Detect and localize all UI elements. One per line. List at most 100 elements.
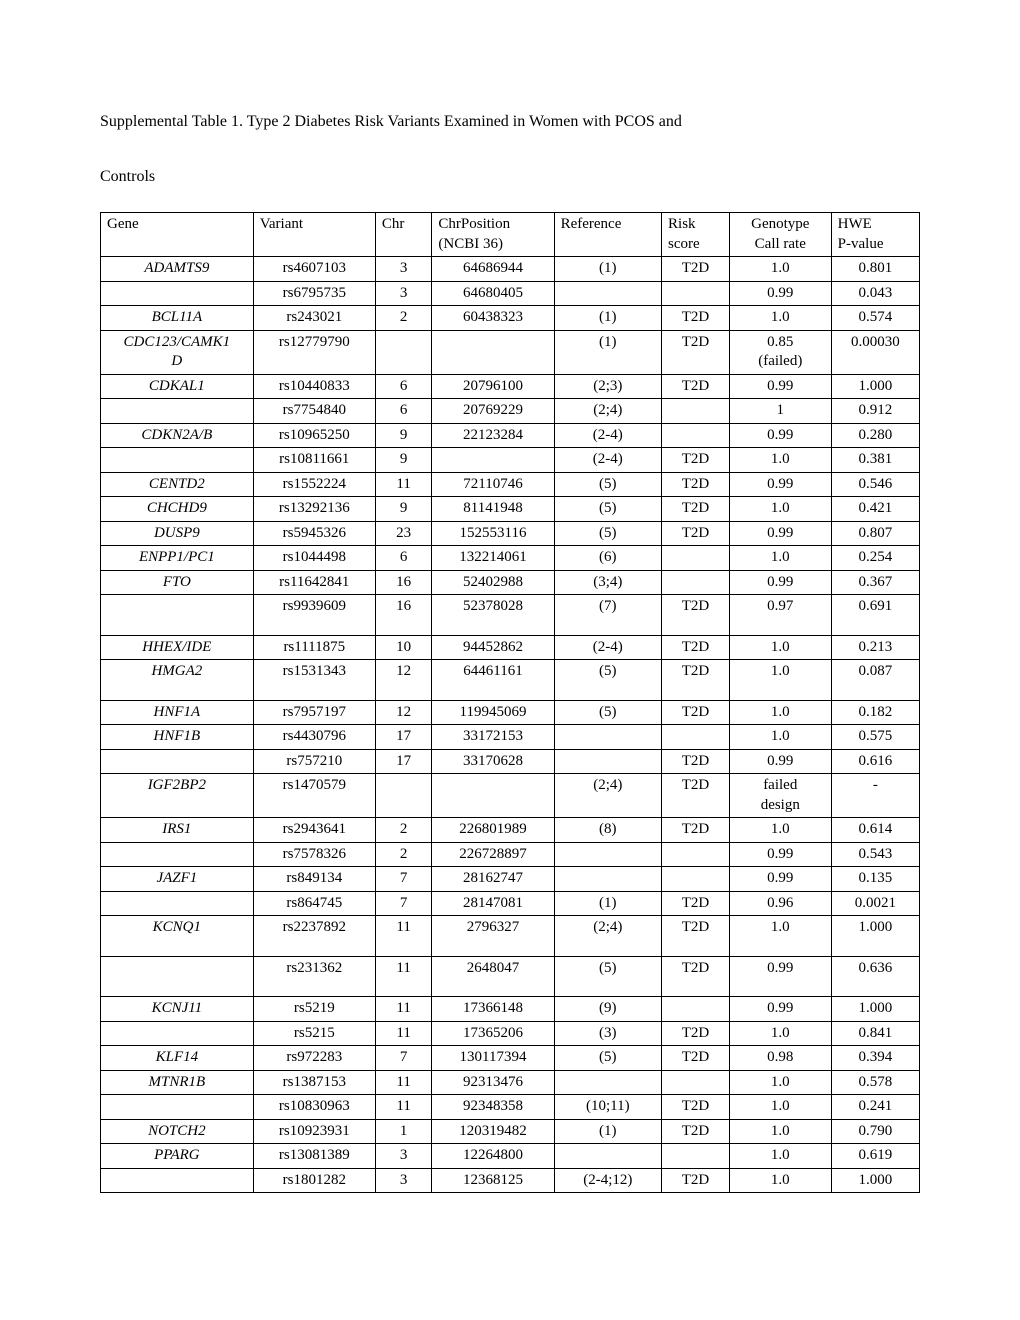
chrpos-cell: 81141948	[432, 497, 554, 522]
gene-cell: HMGA2	[101, 660, 254, 701]
chrpos-cell: 28162747	[432, 867, 554, 892]
risk-cell: T2D	[662, 660, 730, 701]
gene-cell: DUSP9	[101, 521, 254, 546]
ref-cell: (2-4)	[554, 448, 661, 473]
hwe-cell: 0.578	[831, 1070, 919, 1095]
ref-cell: (6)	[554, 546, 661, 571]
chrpos-cell: 28147081	[432, 891, 554, 916]
gene-cell: JAZF1	[101, 867, 254, 892]
chr-cell: 11	[375, 997, 432, 1022]
chr-cell: 1	[375, 1119, 432, 1144]
table-row: IRS1rs29436412226801989(8)T2D1.00.614	[101, 818, 920, 843]
chr-cell: 12	[375, 660, 432, 701]
hwe-cell: 0.421	[831, 497, 919, 522]
gene-cell: FTO	[101, 570, 254, 595]
table-row: HHEX/IDErs11118751094452862(2-4)T2D1.00.…	[101, 635, 920, 660]
table-row: FTOrs116428411652402988(3;4)0.990.367	[101, 570, 920, 595]
table-row: CDKAL1rs10440833620796100(2;3)T2D0.991.0…	[101, 374, 920, 399]
gene-cell	[101, 281, 254, 306]
hwe-cell: 0.574	[831, 306, 919, 331]
gene-cell	[101, 842, 254, 867]
gene-cell	[101, 448, 254, 473]
callrate-cell: 1.0	[729, 725, 831, 750]
risk-cell: T2D	[662, 1168, 730, 1193]
callrate-cell: 0.99	[729, 423, 831, 448]
table-row: rs231362112648047(5)T2D0.990.636	[101, 956, 920, 997]
variant-cell: rs13081389	[253, 1144, 375, 1169]
risk-cell: T2D	[662, 374, 730, 399]
ref-cell: (2;4)	[554, 774, 661, 818]
table-row: KLF14rs9722837130117394(5)T2D0.980.394	[101, 1046, 920, 1071]
chrpos-cell: 94452862	[432, 635, 554, 660]
gene-cell	[101, 956, 254, 997]
gene-cell: NOTCH2	[101, 1119, 254, 1144]
callrate-cell: 1.0	[729, 306, 831, 331]
variant-cell: rs7754840	[253, 399, 375, 424]
risk-cell	[662, 423, 730, 448]
chr-cell: 9	[375, 497, 432, 522]
hwe-cell: 0.619	[831, 1144, 919, 1169]
chrpos-cell	[432, 330, 554, 374]
callrate-cell: 0.99	[729, 842, 831, 867]
callrate-cell: 1	[729, 399, 831, 424]
risk-cell	[662, 1144, 730, 1169]
table-row: rs7572101733170628T2D0.990.616	[101, 749, 920, 774]
chrpos-cell: 92313476	[432, 1070, 554, 1095]
table-row: DUSP9rs594532623152553116(5)T2D0.990.807	[101, 521, 920, 546]
table-row: NOTCH2rs109239311120319482(1)T2D1.00.790	[101, 1119, 920, 1144]
table-row: MTNR1Brs138715311923134761.00.578	[101, 1070, 920, 1095]
hwe-cell: 0.807	[831, 521, 919, 546]
hwe-cell: 1.000	[831, 997, 919, 1022]
gene-cell: HNF1A	[101, 700, 254, 725]
callrate-cell: 1.0	[729, 700, 831, 725]
variant-cell: rs10830963	[253, 1095, 375, 1120]
header-risk: Riskscore	[662, 213, 730, 257]
callrate-cell: 1.0	[729, 1021, 831, 1046]
hwe-cell: 0.043	[831, 281, 919, 306]
callrate-cell: 1.0	[729, 546, 831, 571]
table-row: BCL11Ars243021260438323(1)T2D1.00.574	[101, 306, 920, 331]
table-row: CDC123/CAMK1Drs12779790(1)T2D0.85(failed…	[101, 330, 920, 374]
chr-cell: 6	[375, 399, 432, 424]
callrate-cell: 0.96	[729, 891, 831, 916]
risk-cell: T2D	[662, 700, 730, 725]
hwe-cell: 1.000	[831, 374, 919, 399]
table-row: IGF2BP2rs1470579(2;4)T2Dfaileddesign-	[101, 774, 920, 818]
variant-cell: rs5219	[253, 997, 375, 1022]
header-chr: Chr	[375, 213, 432, 257]
table-row: KCNQ1rs2237892112796327(2;4)T2D1.01.000	[101, 916, 920, 957]
ref-cell: (3;4)	[554, 570, 661, 595]
table-row: CENTD2rs15522241172110746(5)T2D0.990.546	[101, 472, 920, 497]
ref-cell	[554, 867, 661, 892]
table-row: KCNJ11rs52191117366148(9)0.991.000	[101, 997, 920, 1022]
chrpos-cell: 119945069	[432, 700, 554, 725]
hwe-cell: 0.394	[831, 1046, 919, 1071]
callrate-cell: 0.99	[729, 281, 831, 306]
chr-cell: 2	[375, 818, 432, 843]
ref-cell: (1)	[554, 306, 661, 331]
risk-cell	[662, 867, 730, 892]
variant-cell: rs1801282	[253, 1168, 375, 1193]
ref-cell: (5)	[554, 521, 661, 546]
ref-cell: (1)	[554, 330, 661, 374]
risk-cell: T2D	[662, 891, 730, 916]
callrate-cell: 0.99	[729, 521, 831, 546]
chr-cell	[375, 330, 432, 374]
chrpos-cell: 33170628	[432, 749, 554, 774]
ref-cell: (5)	[554, 956, 661, 997]
table-row: rs67957353646804050.990.043	[101, 281, 920, 306]
variant-cell: rs7957197	[253, 700, 375, 725]
chr-cell: 3	[375, 257, 432, 282]
gene-cell: CHCHD9	[101, 497, 254, 522]
table-row: HNF1Ars795719712119945069(5)T2D1.00.182	[101, 700, 920, 725]
variant-cell: rs1470579	[253, 774, 375, 818]
callrate-cell: 1.0	[729, 448, 831, 473]
variant-cell: rs1531343	[253, 660, 375, 701]
chr-cell: 2	[375, 842, 432, 867]
chrpos-cell: 132214061	[432, 546, 554, 571]
chr-cell: 11	[375, 956, 432, 997]
risk-cell: T2D	[662, 497, 730, 522]
risk-cell	[662, 725, 730, 750]
ref-cell	[554, 725, 661, 750]
chrpos-cell: 12264800	[432, 1144, 554, 1169]
